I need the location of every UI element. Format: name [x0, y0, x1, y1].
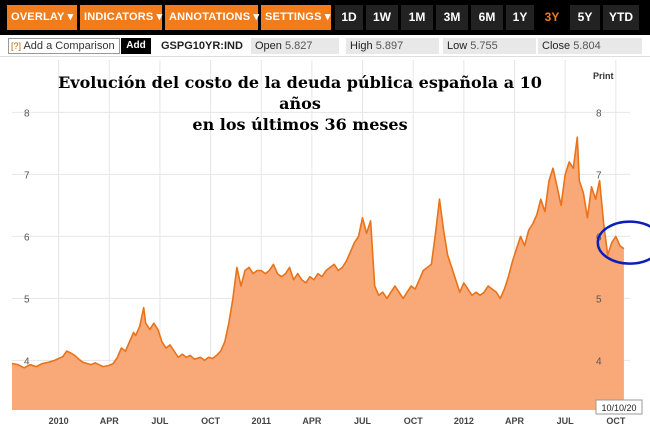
chart-title-line-1: Evolución del costo de la deuda pública … — [58, 73, 542, 113]
x-tick-label: OCT — [404, 416, 424, 426]
help-icon: [?] — [11, 41, 22, 51]
ticker-symbol: GSPG10YR:IND — [157, 38, 245, 54]
low-number: 5.755 — [470, 40, 498, 52]
high-value: High 5.897 — [346, 38, 439, 54]
x-tick-label: JUL — [151, 416, 169, 426]
x-tick-label: 2010 — [49, 416, 69, 426]
x-tick-label: 2012 — [454, 416, 474, 426]
add-comparison-placeholder: Add a Comparison — [23, 40, 115, 52]
low-value: Low 5.755 — [443, 38, 536, 54]
range-1w-button[interactable]: 1W — [366, 5, 398, 30]
open-value: Open 5.827 — [251, 38, 339, 54]
open-number: 5.827 — [284, 40, 313, 52]
x-tick-label: 2011 — [251, 416, 271, 426]
x-tick-label: APR — [100, 416, 120, 426]
add-comparison-button[interactable]: Add — [121, 38, 151, 54]
series-area — [12, 137, 624, 410]
annotation-layer — [596, 220, 650, 265]
date-label: 10/10/20 — [601, 403, 636, 413]
y-tick-label-left: 8 — [24, 108, 30, 119]
settings-menu-button[interactable]: SETTINGS ▾ — [261, 5, 331, 30]
y-tick-label-left: 4 — [24, 356, 30, 367]
chart-title: Evolución del costo de la deuda pública … — [40, 72, 560, 135]
y-tick-label-right: 5 — [596, 294, 602, 305]
close-label: Close — [542, 40, 571, 52]
date-box — [595, 399, 643, 415]
indicators-menu-button[interactable]: INDICATORS ▾ — [80, 5, 162, 30]
range-5y-button[interactable]: 5Y — [570, 5, 600, 30]
close-number: 5.804 — [573, 40, 601, 52]
y-tick-label-right: 7 — [596, 170, 602, 181]
annotation-circle — [596, 220, 650, 265]
y-tick-label-right: 4 — [596, 356, 602, 367]
range-3y-button[interactable]: 3Y — [537, 5, 567, 30]
x-tick-label: APR — [302, 416, 322, 426]
chart-title-line-2: en los últimos 36 meses — [192, 115, 408, 134]
open-label: Open — [255, 40, 282, 52]
annotations-menu-button[interactable]: ANNOTATIONS ▾ — [165, 5, 259, 30]
quote-info-bar: [?] Add a Comparison Add GSPG10YR:IND Op… — [0, 35, 650, 57]
range-6m-button[interactable]: 6M — [471, 5, 503, 30]
add-comparison-input[interactable]: [?] Add a Comparison — [8, 38, 120, 54]
range-3m-button[interactable]: 3M — [436, 5, 468, 30]
y-tick-label-left: 6 — [24, 232, 30, 243]
series-layer — [11, 136, 625, 410]
overlay-menu-button[interactable]: OVERLAY ▾ — [7, 5, 77, 30]
high-label: High — [350, 40, 373, 52]
range-ytd-button[interactable]: YTD — [603, 5, 639, 30]
range-1d-button[interactable]: 1D — [335, 5, 363, 30]
x-tick-label: OCT — [606, 416, 626, 426]
range-1m-button[interactable]: 1M — [401, 5, 433, 30]
x-tick-label: JUL — [354, 416, 372, 426]
print-button[interactable]: Print — [593, 71, 614, 81]
x-tick-label: JUL — [557, 416, 575, 426]
chart-toolbar: OVERLAY ▾ INDICATORS ▾ ANNOTATIONS ▾ SET… — [0, 0, 650, 35]
range-1y-button[interactable]: 1Y — [506, 5, 534, 30]
low-label: Low — [447, 40, 468, 52]
close-value: Close 5.804 — [538, 38, 642, 54]
series-line — [11, 136, 625, 369]
high-number: 5.897 — [375, 40, 404, 52]
y-tick-label-right: 8 — [596, 108, 602, 119]
x-tick-label: OCT — [201, 416, 221, 426]
x-tick-label: APR — [505, 416, 525, 426]
y-tick-label-left: 7 — [24, 170, 30, 181]
y-tick-label-left: 5 — [24, 294, 30, 305]
